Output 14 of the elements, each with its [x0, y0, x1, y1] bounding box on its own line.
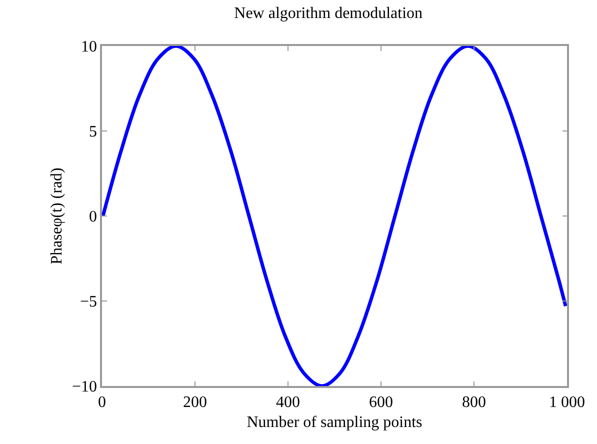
y-axis-title: Phaseφ(t) (rad): [48, 168, 66, 264]
x-tick-label: 800: [462, 394, 486, 411]
x-tick-label: 400: [276, 394, 300, 411]
chart-title: New algorithm demodulation: [234, 4, 423, 22]
y-tick-label: 0: [89, 208, 98, 226]
x-tick-label: 600: [369, 394, 393, 411]
x-tick-label: 1 000: [549, 394, 585, 411]
y-tick-label: −5: [80, 294, 98, 311]
y-tick-label: 10: [81, 38, 98, 56]
line-series: [102, 46, 567, 386]
x-tick-label: 200: [183, 394, 207, 411]
y-tick-label: 5: [89, 124, 98, 141]
y-tick-label: −10: [72, 378, 98, 396]
x-axis-title: Number of sampling points: [246, 414, 422, 432]
